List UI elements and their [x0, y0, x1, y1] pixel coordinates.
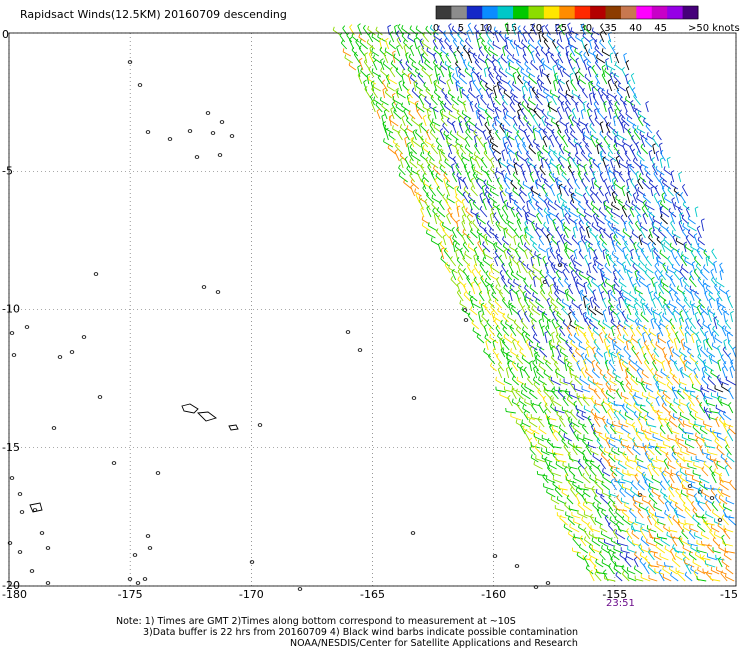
lon-tick-label: -180	[2, 588, 27, 601]
lon-tick-label: -175	[118, 588, 143, 601]
lat-tick-label: -20	[2, 579, 20, 592]
colorbar-swatch	[620, 6, 637, 19]
colorbar-label: 35	[604, 23, 617, 34]
map-title: Rapidsact Winds(12.5KM) 20160709 descend…	[20, 8, 287, 21]
lon-tick-label: -160	[481, 588, 506, 601]
colorbar-swatch	[590, 6, 607, 19]
colorbar-label: 45	[654, 23, 667, 34]
colorbar-label: 40	[629, 23, 642, 34]
colorbar-swatch	[543, 6, 560, 19]
note-line-3: NOAA/NESDIS/Center for Satellite Applica…	[290, 638, 578, 649]
colorbar-swatch	[605, 6, 622, 19]
swath-time-label: 23:51	[606, 598, 635, 609]
colorbar-label: >50 knots	[688, 23, 740, 34]
lon-tick-label: -155	[602, 588, 627, 601]
lat-tick-label: -10	[2, 303, 20, 316]
colorbar-label: 30	[579, 23, 592, 34]
wind-barb-swath	[332, 22, 737, 582]
colorbar-swatch	[528, 6, 545, 19]
colorbar-label: 0	[433, 23, 439, 34]
colorbar-swatch	[682, 6, 699, 19]
colorbar-swatch	[574, 6, 591, 19]
colorbar-swatch	[497, 6, 514, 19]
colorbar-swatch	[466, 6, 483, 19]
colorbar-label: 20	[529, 23, 542, 34]
colorbar-swatch	[667, 6, 684, 19]
note-line-1: Note: 1) Times are GMT 2)Times along bot…	[116, 616, 516, 627]
colorbar-swatch	[513, 6, 529, 19]
colorbar-label: 10	[480, 23, 493, 34]
lon-tick-label: -15	[720, 588, 738, 601]
map-frame	[8, 32, 737, 587]
colorbar-label: 5	[458, 23, 464, 34]
lat-tick-label: -5	[2, 164, 13, 177]
lat-tick-label: 0	[2, 28, 9, 41]
island-outlines	[7, 60, 723, 591]
colorbar-swatch	[482, 6, 499, 19]
colorbar-swatch	[451, 6, 468, 19]
lon-tick-label: -170	[239, 588, 264, 601]
colorbar-label: 15	[504, 23, 517, 34]
colorbar-swatch	[436, 6, 452, 19]
lat-tick-label: -15	[2, 441, 20, 454]
colorbar-swatch	[559, 6, 576, 19]
axis-ticks: -180 -175 -170 -165 -160 -155 -15 0 -5 -10 -15 -20	[2, 28, 738, 601]
note-line-2: 3)Data buffer is 22 hrs from 20160709 4)…	[143, 627, 579, 638]
colorbar-swatch	[636, 6, 653, 19]
wind-speed-colorbar: 051015202530354045>50 knots	[433, 5, 740, 34]
lon-tick-label: -165	[360, 588, 385, 601]
colorbar-swatch	[651, 6, 668, 19]
